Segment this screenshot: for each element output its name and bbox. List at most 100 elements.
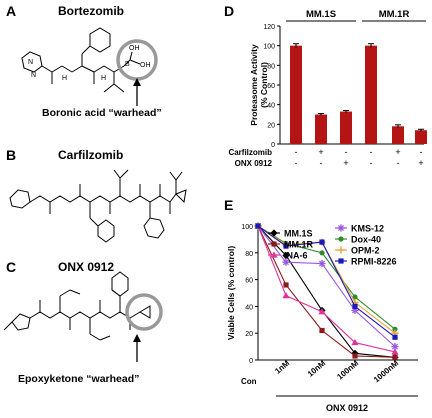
atom-boron: B bbox=[125, 61, 130, 68]
treatment-sign: + bbox=[343, 158, 348, 168]
x-tick-label: Con bbox=[241, 377, 257, 386]
data-point bbox=[392, 334, 398, 340]
viability-line-chart: 0 20 40 60 80 100 Viable Cells (% control) Con 1… bbox=[226, 222, 418, 413]
data-point bbox=[391, 348, 399, 355]
data-point bbox=[338, 236, 344, 242]
atom-oh1: OH bbox=[129, 45, 140, 52]
x-tick-label: 1nM bbox=[273, 358, 291, 375]
bar bbox=[392, 126, 404, 144]
treatment-sign: - bbox=[397, 158, 400, 168]
x-tick-label: 100nM bbox=[335, 358, 360, 381]
treatment-row-label: Carfilzomib bbox=[228, 148, 272, 157]
bar bbox=[365, 45, 377, 144]
treatment-sign: - bbox=[345, 147, 348, 157]
treatment-sign: + bbox=[318, 147, 323, 157]
warhead-label-a: Boronic acid “warhead” bbox=[42, 107, 162, 119]
bar bbox=[415, 130, 427, 144]
legend-label: MM.1R bbox=[284, 240, 314, 250]
treatment-sign: - bbox=[420, 147, 423, 157]
y-tick-label: 20 bbox=[245, 331, 253, 338]
treatment-row-label: ONX 0912 bbox=[235, 159, 273, 168]
warhead-circle-c bbox=[125, 293, 163, 331]
data-point bbox=[271, 241, 277, 247]
atom-nh2: H bbox=[101, 75, 106, 82]
panel-c: C ONX 0912 Epoxyketone “warhead” bbox=[3, 259, 163, 385]
data-point bbox=[319, 327, 325, 334]
data-point bbox=[318, 308, 326, 315]
data-point bbox=[282, 258, 290, 266]
treatment-sign: - bbox=[370, 147, 373, 157]
treatment-sign: - bbox=[295, 158, 298, 168]
legend-label: RPMI-8226 bbox=[351, 257, 397, 267]
group-label: MM.1S bbox=[306, 9, 336, 20]
data-point bbox=[319, 250, 325, 256]
data-point bbox=[352, 353, 358, 359]
treatment-sign: + bbox=[395, 147, 400, 157]
onx0912-structure bbox=[3, 271, 151, 341]
panel-a: A Bortezomib N N H bbox=[6, 3, 162, 119]
data-point bbox=[392, 354, 398, 360]
panel-b: B Carfilzomib bbox=[6, 147, 187, 243]
panel-c-letter: C bbox=[6, 259, 16, 275]
y-tick-label: 40 bbox=[245, 304, 253, 311]
atom-n2: N bbox=[31, 72, 36, 79]
bortezomib-structure bbox=[21, 27, 141, 93]
data-point bbox=[352, 303, 358, 309]
data-point bbox=[351, 338, 359, 346]
data-point bbox=[282, 251, 290, 260]
treatment-sign: - bbox=[295, 147, 298, 157]
y-tick-label: 20 bbox=[267, 122, 275, 129]
y-axis-label: Proteasome Activity(% Control) bbox=[249, 44, 269, 126]
atom-oh2: OH bbox=[140, 62, 151, 69]
y-tick-label: 60 bbox=[267, 83, 275, 90]
treatment-sign: + bbox=[418, 158, 423, 168]
data-point bbox=[338, 258, 344, 264]
data-point bbox=[391, 343, 399, 351]
warhead-arrowhead-c bbox=[133, 334, 141, 342]
data-point bbox=[283, 243, 289, 249]
y-tick-label: 80 bbox=[267, 63, 275, 70]
y-tick-label: 40 bbox=[267, 103, 275, 110]
warhead-arrowhead-a bbox=[133, 78, 141, 86]
x-tick-label: 10nM bbox=[306, 358, 328, 378]
x-tick-label: 1000nM bbox=[372, 358, 401, 384]
panel-b-letter: B bbox=[6, 147, 16, 163]
panel-d-letter: D bbox=[224, 3, 234, 19]
x-axis-label: ONX 0912 bbox=[326, 403, 368, 413]
data-point bbox=[352, 294, 358, 300]
data-point bbox=[319, 239, 325, 245]
treatment-sign: - bbox=[320, 158, 323, 168]
y-tick-label: 80 bbox=[245, 251, 253, 258]
legend-label: Dox-40 bbox=[351, 235, 381, 245]
treatment-sign: - bbox=[370, 158, 373, 168]
carfilzomib-structure bbox=[9, 169, 187, 243]
y-tick-label: 100 bbox=[241, 224, 253, 231]
data-point bbox=[337, 246, 345, 254]
legend-label: MM.1S bbox=[284, 229, 313, 239]
y-tick-label: 0 bbox=[271, 142, 275, 149]
legend-label: KMS-12 bbox=[351, 224, 384, 234]
bar bbox=[290, 45, 302, 144]
atom-nh1: H bbox=[62, 75, 67, 82]
bar bbox=[340, 111, 352, 144]
warhead-label-c: Epoxyketone “warhead” bbox=[18, 373, 139, 385]
y-tick-label: 0 bbox=[249, 358, 253, 365]
y-tick-label: 60 bbox=[245, 278, 253, 285]
y-tick-label: 100 bbox=[263, 44, 275, 51]
group-label: MM.1R bbox=[379, 9, 410, 20]
legend-label: OPM-2 bbox=[351, 246, 380, 256]
panel-a-letter: A bbox=[6, 3, 16, 19]
panel-c-title: ONX 0912 bbox=[58, 260, 114, 274]
proteasome-bar-chart: 0 20 40 60 80 100 120 Proteasome Activity(% Con… bbox=[228, 9, 427, 168]
data-point bbox=[283, 282, 289, 288]
y-axis-label: Viable Cells (% control) bbox=[226, 246, 236, 340]
bar bbox=[315, 114, 327, 144]
data-point bbox=[270, 251, 278, 258]
y-tick-label: 120 bbox=[263, 24, 275, 31]
data-point bbox=[337, 224, 345, 232]
data-point bbox=[255, 223, 261, 229]
data-point bbox=[282, 292, 290, 299]
data-point bbox=[392, 326, 398, 332]
atom-n1: N bbox=[28, 59, 33, 66]
